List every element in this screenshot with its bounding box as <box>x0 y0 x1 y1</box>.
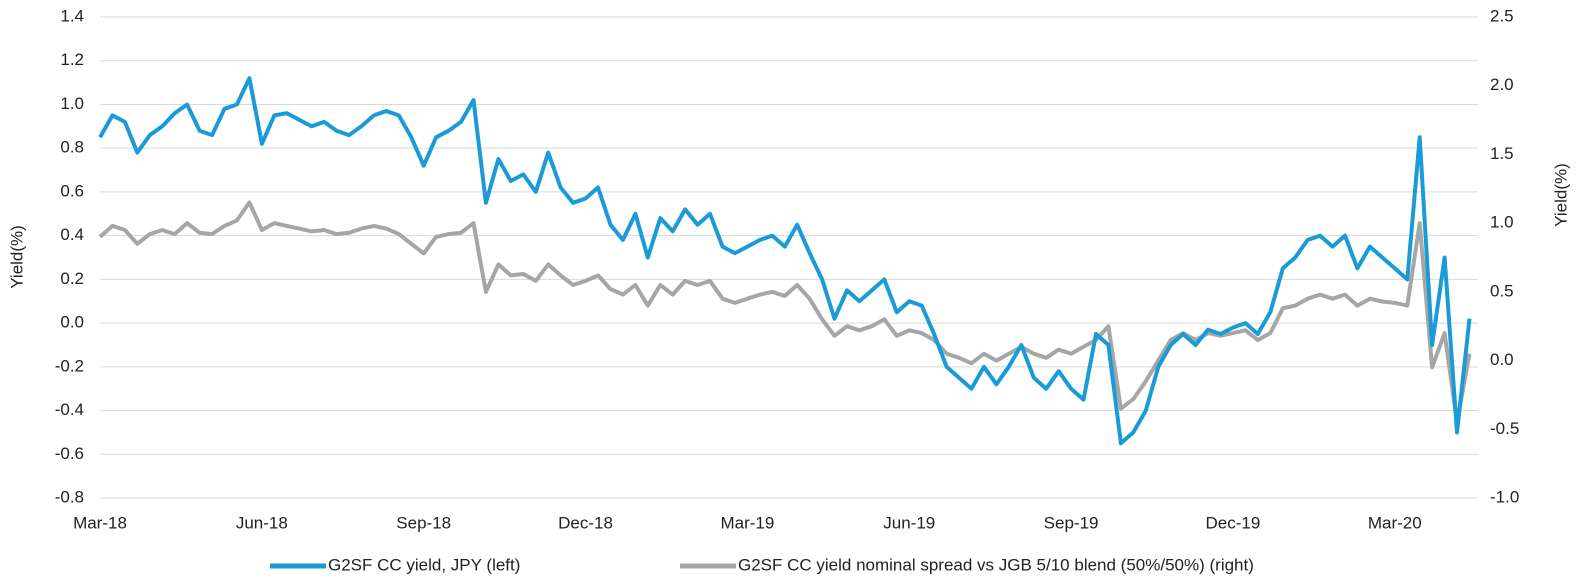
x-tick-label: Jun-18 <box>236 513 288 532</box>
legend-label: G2SF CC yield, JPY (left) <box>328 555 520 574</box>
y-tick-label: 0.2 <box>60 269 84 288</box>
y2-tick-label: 1.0 <box>1490 213 1514 232</box>
series-line <box>98 76 1472 446</box>
y-tick-label: 1.4 <box>60 6 84 25</box>
y2-tick-label: 0.5 <box>1490 281 1514 300</box>
series-line <box>98 200 1472 425</box>
x-tick-label: Jun-19 <box>883 513 935 532</box>
y2-tick-label: -1.0 <box>1490 487 1519 506</box>
y-tick-label: -0.8 <box>55 487 84 506</box>
y-tick-label: -0.4 <box>55 400 84 419</box>
y-tick-label: 0.0 <box>60 313 84 332</box>
y2-tick-label: -0.5 <box>1490 419 1519 438</box>
y-tick-label: -0.2 <box>55 356 84 375</box>
x-tick-label: Dec-19 <box>1206 513 1261 532</box>
y2-tick-label: 2.5 <box>1490 6 1514 25</box>
y-axis-title: Yield(%) <box>7 225 26 289</box>
y-tick-label: 1.0 <box>60 94 84 113</box>
x-tick-label: Mar-18 <box>73 513 127 532</box>
y2-axis-title: Yield(%) <box>1551 163 1570 227</box>
x-tick-label: Dec-18 <box>558 513 613 532</box>
legend-label: G2SF CC yield nominal spread vs JGB 5/10… <box>738 555 1254 574</box>
x-tick-label: Mar-20 <box>1368 513 1422 532</box>
y-tick-label: -0.6 <box>55 444 84 463</box>
y-tick-label: 0.6 <box>60 181 84 200</box>
x-tick-label: Sep-19 <box>1044 513 1099 532</box>
y2-tick-label: 1.5 <box>1490 144 1514 163</box>
y-tick-label: 0.8 <box>60 138 84 157</box>
y-tick-label: 1.2 <box>60 50 84 69</box>
x-tick-label: Mar-19 <box>720 513 774 532</box>
y-tick-label: 0.4 <box>60 225 84 244</box>
y2-tick-label: 0.0 <box>1490 350 1514 369</box>
y2-tick-label: 2.0 <box>1490 75 1514 94</box>
x-tick-label: Sep-18 <box>396 513 451 532</box>
